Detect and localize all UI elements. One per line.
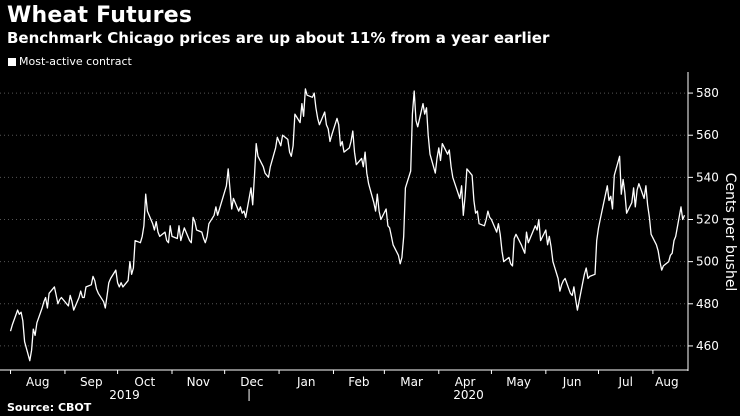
year-label: 2020 bbox=[453, 388, 484, 402]
y-tick-label: 580 bbox=[696, 86, 719, 100]
chart-subtitle: Benchmark Chicago prices are up about 11… bbox=[7, 29, 550, 47]
x-tick-label: May bbox=[506, 375, 531, 389]
grid bbox=[0, 92, 688, 347]
legend: Most-active contract bbox=[8, 55, 132, 68]
x-tick-label: Apr bbox=[455, 375, 476, 389]
source-note: Source: CBOT bbox=[7, 401, 92, 414]
axes: 460 480 500 520 540 560 580 Aug Sep Oct Nov Dec Jan F… bbox=[0, 72, 719, 402]
legend-swatch bbox=[8, 57, 16, 66]
series-line bbox=[9, 88, 686, 362]
y-axis-label: Cents per bushel bbox=[722, 173, 738, 292]
series-layer bbox=[9, 88, 686, 362]
y-tick-label: 560 bbox=[696, 128, 719, 142]
chart-title: Wheat Futures bbox=[7, 3, 193, 28]
x-tick-label: Mar bbox=[400, 375, 423, 389]
x-tick-label: Sep bbox=[80, 375, 103, 389]
y-tick-label: 540 bbox=[696, 170, 719, 184]
x-tick-label: Jun bbox=[562, 375, 582, 389]
x-tick-label: Nov bbox=[187, 375, 210, 389]
x-tick-label: Aug bbox=[26, 375, 49, 389]
x-tick-label: Oct bbox=[134, 375, 155, 389]
x-tick-label: Jul bbox=[617, 375, 632, 389]
year-label: 2019 bbox=[109, 388, 140, 402]
y-tick-label: 500 bbox=[696, 255, 719, 269]
legend-label: Most-active contract bbox=[19, 55, 132, 68]
x-tick-label: Dec bbox=[240, 375, 263, 389]
y-tick-label: 480 bbox=[696, 297, 719, 311]
y-tick-label: 460 bbox=[696, 339, 719, 353]
x-tick-label: Feb bbox=[348, 375, 369, 389]
x-tick-label: Jan bbox=[296, 375, 316, 389]
x-tick-label: Aug bbox=[655, 375, 678, 389]
y-tick-label: 520 bbox=[696, 213, 719, 227]
